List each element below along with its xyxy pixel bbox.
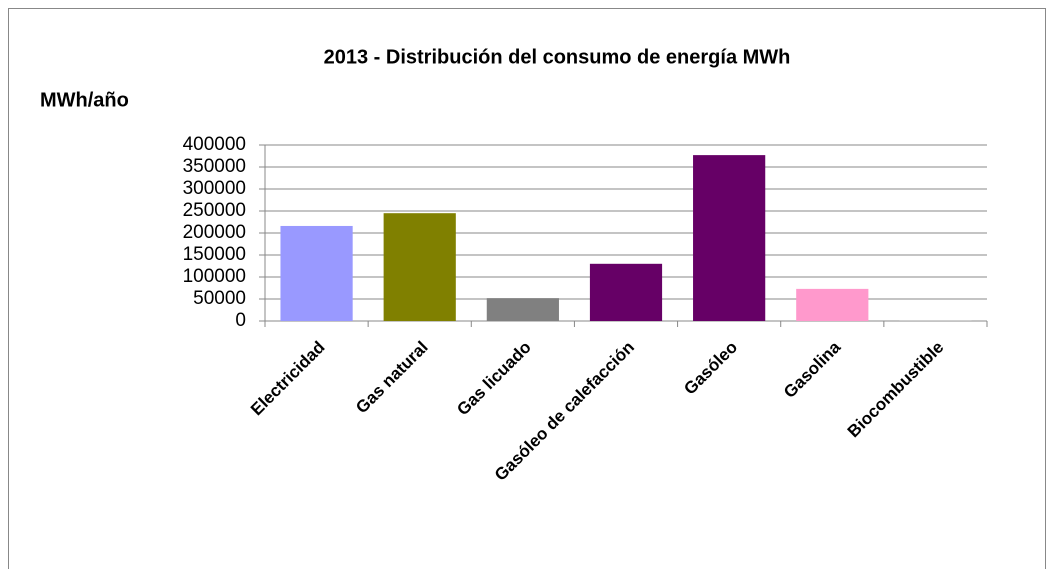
y-tick-label: 100000 [183,266,246,287]
y-tick-label: 200000 [183,222,246,243]
chart-title: 2013 - Distribución del consumo de energ… [324,46,791,68]
bar [796,288,869,321]
bar [383,213,456,321]
y-tick-label: 150000 [183,244,246,265]
y-tick-label: 250000 [183,200,246,221]
y-tick-label: 350000 [183,156,246,177]
y-tick-label: 300000 [183,178,246,199]
y-tick-label: 400000 [183,134,246,155]
chart-frame [8,8,1046,569]
y-tick-label: 0 [235,310,246,331]
bar [693,155,766,321]
bar [280,225,353,321]
y-tick-label: 50000 [193,288,246,309]
y-axis-label: MWh/año [40,89,129,111]
bar [486,298,559,321]
bar [589,263,663,321]
